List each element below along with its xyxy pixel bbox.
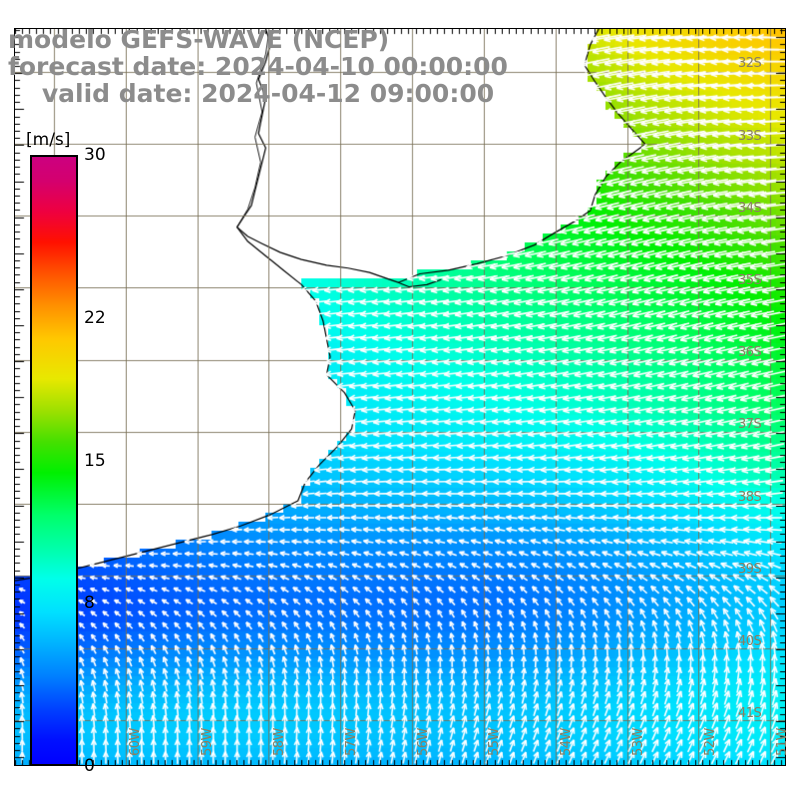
colorbar [30,155,78,766]
colorbar-tick-8: 8 [84,593,95,614]
lon-label-59W: 59W [200,728,216,756]
lat-label-40S: 40S [738,634,762,650]
title-forecast-date: forecast date: 2024-04-10 00:00:00 [8,52,508,81]
colorbar-tick-15: 15 [84,450,106,471]
lat-label-36S: 36S [738,345,762,361]
lat-label-39S: 39S [738,561,762,577]
lon-label-54W: 54W [559,728,575,756]
map-frame [14,28,786,766]
colorbar-gradient [30,155,78,766]
lon-label-57W: 57W [343,728,359,756]
colorbar-tick-22: 22 [84,307,106,328]
lat-label-37S: 37S [738,417,762,433]
lon-label-55W: 55W [487,728,503,756]
lat-label-35S: 35S [738,272,762,288]
lon-label-53W: 53W [631,728,646,756]
lat-label-38S: 38S [738,489,762,505]
lon-label-56W: 56W [415,728,431,756]
lon-label-51W: 51W [774,728,790,756]
wind-speed-heatmap-canvas [15,29,785,765]
lat-label-33S: 33S [738,128,762,144]
title-model: modelo GEFS-WAVE (NCEP) [8,25,390,54]
colorbar-tick-0: 0 [84,756,95,776]
lon-label-58W: 58W [271,728,287,756]
page-title: modelo GEFS-WAVE (NCEP) forecast date: 2… [8,26,528,107]
colorbar-tick-30: 30 [84,145,106,165]
lon-label-60W: 60W [128,728,144,756]
lat-label-32S: 32S [738,56,762,72]
lon-label-52W: 52W [702,728,718,756]
lat-label-34S: 34S [738,200,762,216]
lat-label-41S: 41S [738,706,762,722]
colorbar-unit-label: [m/s] [26,130,71,150]
title-valid-date: valid date: 2024-04-12 09:00:00 [41,79,495,108]
